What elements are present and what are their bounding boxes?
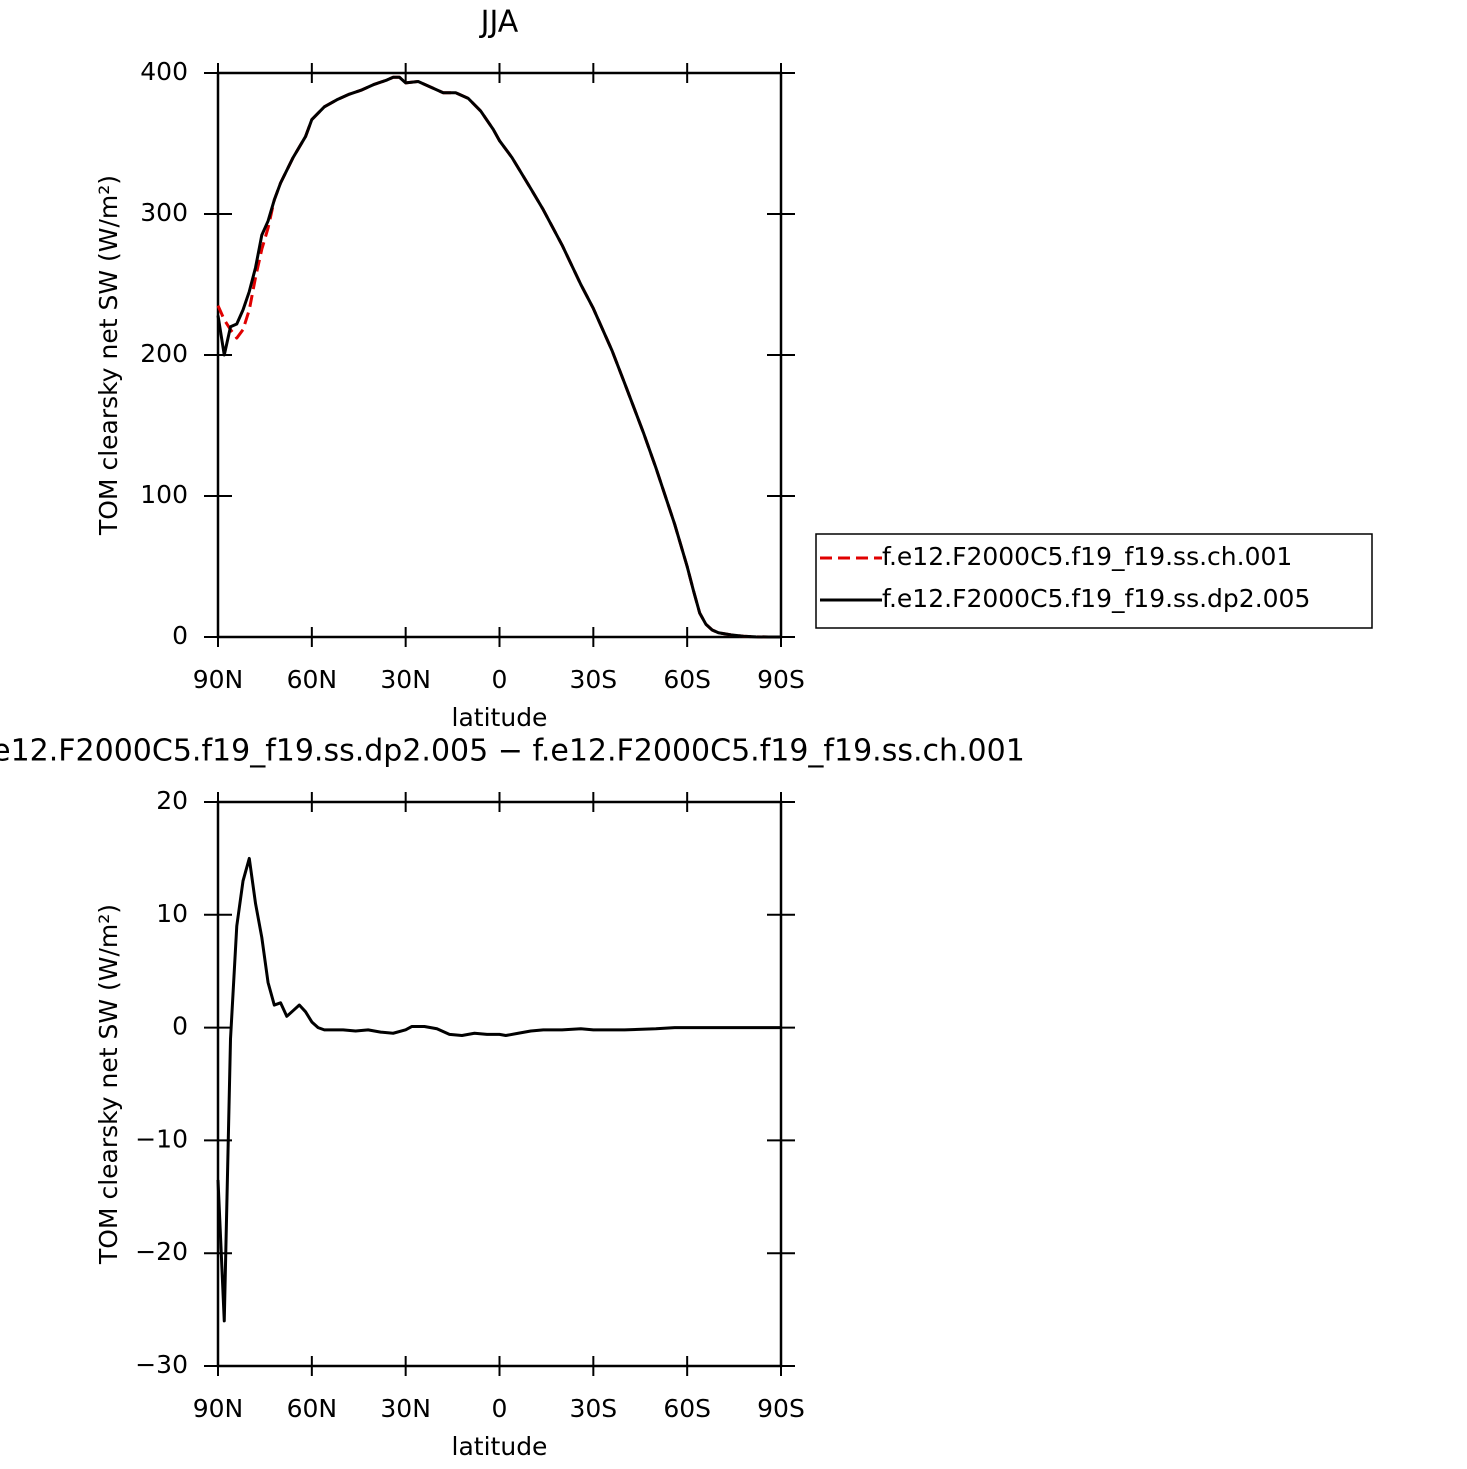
y-tick-label: 400: [140, 57, 188, 86]
legend-box: [815, 533, 1373, 629]
x-tick-label: 90S: [757, 665, 805, 694]
plot-frame: [216, 71, 783, 639]
x-tick-label: 30S: [569, 665, 617, 694]
y-tick-label: 20: [156, 786, 188, 815]
x-axis-label: latitude: [452, 703, 548, 732]
y-tick-label: 300: [140, 198, 188, 227]
legend-label: f.e12.F2000C5.f19_f19.ss.dp2.005: [882, 584, 1310, 613]
data-line: [216, 856, 781, 1323]
y-tick-label: −20: [135, 1237, 188, 1266]
x-tick-label: 90S: [757, 1394, 805, 1423]
y-axis-label: TOM clearsky net SW (W/m²): [94, 904, 123, 1265]
x-tick-label: 90N: [193, 1394, 244, 1423]
x-tick-label: 0: [492, 1394, 508, 1423]
y-tick-label: 10: [156, 899, 188, 928]
y-tick-label: 0: [172, 621, 188, 650]
x-tick-label: 60S: [663, 665, 711, 694]
x-tick-label: 90N: [193, 665, 244, 694]
chart-title: JJA: [479, 5, 519, 40]
y-axis-label: TOM clearsky net SW (W/m²): [94, 175, 123, 536]
x-tick-label: 30N: [380, 1394, 431, 1423]
legend-label: f.e12.F2000C5.f19_f19.ss.ch.001: [882, 542, 1292, 571]
x-axis-label: latitude: [452, 1432, 548, 1461]
x-tick-label: 60S: [663, 1394, 711, 1423]
data-line: [216, 75, 781, 639]
chart-title: f.e12.F2000C5.f19_f19.ss.dp2.005 − f.e12…: [0, 734, 1025, 769]
x-tick-label: 30N: [380, 665, 431, 694]
x-tick-label: 60N: [287, 1394, 338, 1423]
y-tick-label: −10: [135, 1124, 188, 1153]
x-tick-label: 0: [492, 665, 508, 694]
y-tick-label: 100: [140, 480, 188, 509]
y-tick-label: −30: [135, 1350, 188, 1379]
data-line: [216, 75, 781, 639]
x-tick-label: 30S: [569, 1394, 617, 1423]
y-tick-label: 0: [172, 1012, 188, 1041]
y-tick-label: 200: [140, 339, 188, 368]
plot-frame: [216, 800, 783, 1368]
x-tick-label: 60N: [287, 665, 338, 694]
